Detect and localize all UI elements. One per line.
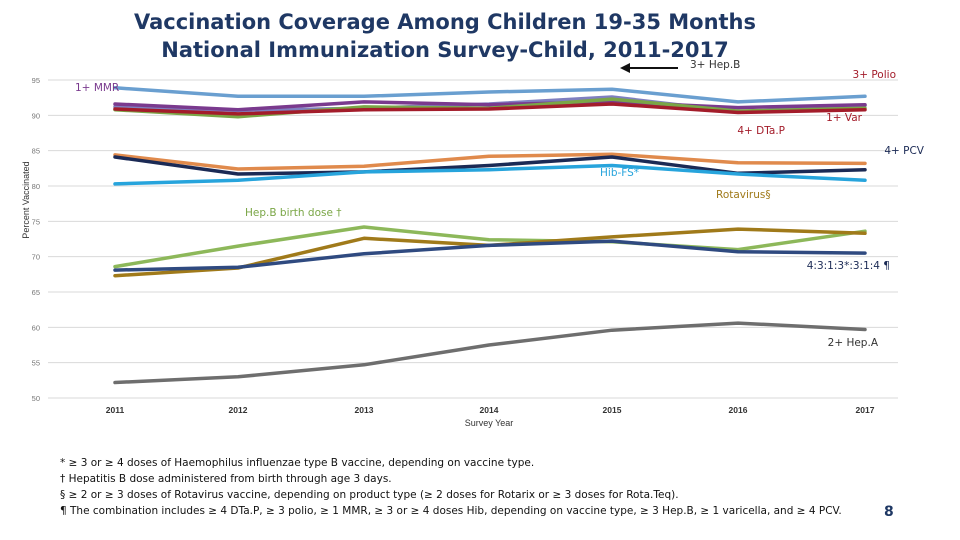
series-label-hepb-birth: Hep.B birth dose † xyxy=(245,207,342,219)
y-tick-label: 80 xyxy=(32,182,40,191)
y-tick-label: 70 xyxy=(32,253,40,262)
series-line xyxy=(113,321,867,385)
y-axis-label: Percent Vaccinated xyxy=(21,161,31,238)
chart-title: Vaccination Coverage Among Children 19-3… xyxy=(0,8,890,64)
series-label-hepa: 2+ Hep.A xyxy=(828,337,879,349)
series-line xyxy=(113,86,867,104)
series-line xyxy=(113,100,867,112)
series-label-polio: 3+ Polio xyxy=(853,69,896,81)
series-line xyxy=(113,163,867,186)
series-line xyxy=(113,239,867,272)
hepb-arrow-head xyxy=(620,63,630,73)
series-label-hib: Hib-FS* xyxy=(600,167,639,179)
series-label-pcv: 4+ PCV xyxy=(884,145,924,157)
x-tick-label: 2017 xyxy=(856,405,875,415)
footnote-rotavirus: § ≥ 2 or ≥ 3 doses of Rotavirus vaccine,… xyxy=(60,489,679,501)
footnote-hepb-birth: † Hepatitis B dose administered from bir… xyxy=(60,473,392,485)
y-tick-label: 95 xyxy=(32,76,40,85)
page-number: 8 xyxy=(884,504,894,520)
y-tick-label: 90 xyxy=(32,111,40,120)
grid-lines xyxy=(48,79,898,399)
footnote-combination: ¶ The combination includes ≥ 4 DTa.P, ≥ … xyxy=(60,505,842,517)
series-line xyxy=(113,152,867,171)
series-label-dtap: 4+ DTa.P xyxy=(737,125,785,137)
series-label-hepb3: 3+ Hep.B xyxy=(690,59,740,71)
x-tick-label: 2016 xyxy=(729,405,748,415)
footnotes: * ≥ 3 or ≥ 4 doses of Haemophilus influe… xyxy=(60,455,850,519)
x-tick-label: 2012 xyxy=(229,405,248,415)
y-tick-label: 85 xyxy=(32,147,40,156)
series-label-var: 1+ Var xyxy=(826,112,863,124)
series-label-combined: 4:3:1:3*:3:1:4 ¶ xyxy=(807,260,890,272)
x-axis-ticks: 2011 2012 2013 2014 2015 2016 2017 xyxy=(106,405,875,415)
y-tick-label: 75 xyxy=(32,217,40,226)
chart-title-line-1: Vaccination Coverage Among Children 19-3… xyxy=(133,10,757,34)
series-label-mmr: 1+ MMR xyxy=(75,82,119,94)
x-axis-label: Survey Year xyxy=(465,418,514,428)
footnote-hib: * ≥ 3 or ≥ 4 doses of Haemophilus influe… xyxy=(60,457,535,469)
y-tick-label: 55 xyxy=(32,359,40,368)
series-labels: 1+ MMR 3+ Hep.B 3+ Polio 1+ Var 4+ DTa.P 4+ P… xyxy=(75,59,925,349)
x-tick-label: 2015 xyxy=(603,405,622,415)
chart-title-line-2: National Immunization Survey-Child, 2011… xyxy=(161,38,729,62)
x-tick-label: 2011 xyxy=(106,405,125,415)
y-axis-ticks: 50 55 60 65 70 75 80 85 90 95 xyxy=(32,76,40,403)
y-tick-label: 50 xyxy=(32,394,40,403)
x-tick-label: 2014 xyxy=(480,405,499,415)
series-line xyxy=(113,102,867,116)
series-lines xyxy=(113,86,867,385)
series-line xyxy=(113,155,867,176)
series-label-rota: Rotavirus§ xyxy=(716,189,771,201)
y-tick-label: 60 xyxy=(32,323,40,332)
x-tick-label: 2013 xyxy=(355,405,374,415)
y-tick-label: 65 xyxy=(32,288,40,297)
series-line xyxy=(113,225,867,269)
